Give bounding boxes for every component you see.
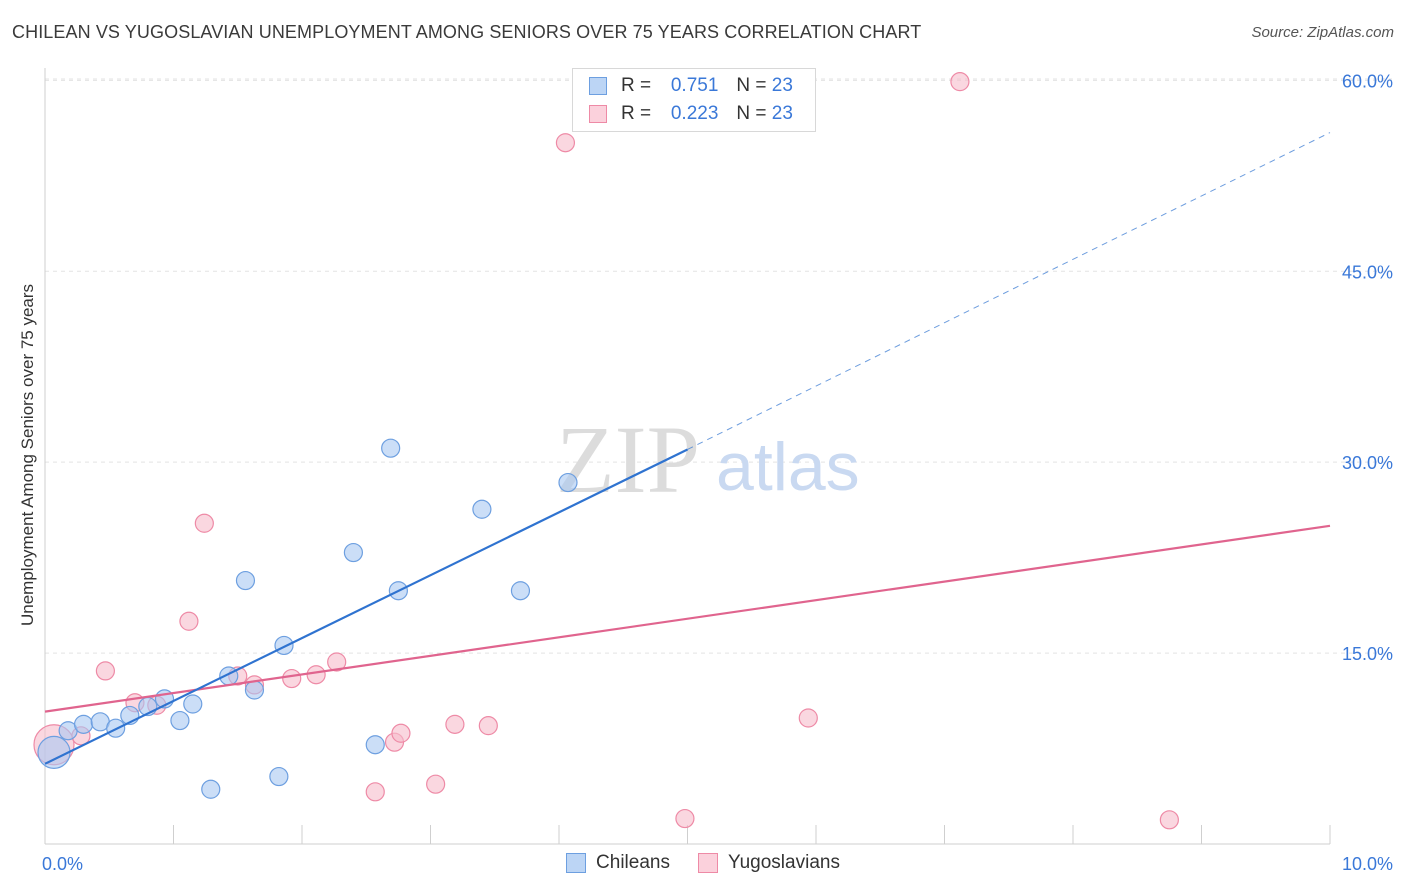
chileans-point: [244, 680, 265, 700]
y-tick-label: 60.0%: [1342, 71, 1393, 91]
n-value: 23: [771, 103, 793, 124]
yugoslavians-point: [555, 133, 576, 153]
watermark-atlas: atlas: [716, 429, 860, 505]
r-value: 0.223: [670, 103, 719, 124]
legend-item-chileans[interactable]: Chileans: [566, 852, 670, 874]
x-tick-labels: 0.0% 10.0%: [42, 854, 1393, 874]
yugoslavians-point: [478, 716, 498, 736]
yugoslavians-point: [1159, 810, 1179, 830]
legend: Chileans Yugoslavians: [0, 852, 1406, 874]
y-tick-label: 15.0%: [1342, 644, 1393, 664]
chileans-point: [201, 779, 221, 799]
chileans-point: [37, 735, 71, 769]
chileans-point: [365, 735, 385, 755]
source-label: Source: ZipAtlas.com: [1251, 24, 1394, 41]
y-tick-label: 30.0%: [1342, 453, 1393, 473]
legend-item-yugoslavians[interactable]: Yugoslavians: [697, 852, 840, 874]
x-axis-ticks: [173, 825, 1331, 844]
yugoslavians-trend-line: [44, 524, 1331, 713]
yugoslavians-legend-swatch: [697, 853, 718, 873]
chileans-point: [343, 542, 363, 563]
yugoslavians-point: [327, 652, 347, 672]
yugoslavians-point: [194, 513, 214, 533]
yugoslavians-point: [391, 723, 411, 743]
yugoslavians-point: [179, 611, 199, 631]
yugoslavians-point: [798, 708, 818, 728]
chart-title: CHILEAN VS YUGOSLAVIAN UNEMPLOYMENT AMON…: [12, 22, 922, 42]
chileans-point: [183, 694, 203, 714]
chileans-point: [274, 635, 294, 656]
yugoslavians-point: [282, 668, 302, 689]
chileans-point: [170, 710, 190, 731]
x-tick-label: 10.0%: [1342, 854, 1393, 874]
gridlines: [45, 78, 1392, 654]
y-tick-label: 45.0%: [1342, 262, 1393, 282]
yugoslavians-point: [306, 665, 326, 685]
y-tick-labels: 15.0% 30.0% 45.0% 60.0%: [1342, 71, 1393, 664]
stats-row-yugoslavians: R = 0.223 N = 23: [589, 102, 793, 126]
yugoslavians-point: [445, 714, 465, 734]
trend-lines: [44, 132, 1331, 765]
chileans-point: [472, 499, 492, 519]
x-tick-label: 0.0%: [42, 854, 83, 874]
chileans-swatch: [589, 77, 607, 95]
chileans-point: [235, 570, 256, 591]
yugoslavians-point: [426, 774, 446, 794]
yugoslavians-point: [675, 808, 695, 829]
yugoslavians-point: [365, 782, 385, 802]
stats-row-chileans: R = 0.751 N = 23: [589, 74, 793, 98]
chileans-trend-extension: [687, 132, 1331, 450]
r-value: 0.751: [670, 75, 719, 96]
legend-label-chileans: Chileans: [596, 852, 670, 873]
chileans-point: [73, 714, 94, 734]
chileans-trend-line: [44, 448, 688, 765]
chileans-legend-swatch: [566, 853, 587, 873]
chileans-points: [37, 438, 578, 799]
yugoslavians-point: [95, 661, 115, 681]
yugoslavians-swatch: [589, 105, 607, 123]
chileans-point: [269, 766, 289, 787]
chileans-point: [381, 438, 401, 458]
legend-label-yugoslavians: Yugoslavians: [727, 852, 840, 873]
watermark-zip: ZIP: [556, 406, 700, 513]
r-label: R =: [621, 103, 652, 124]
chileans-point: [558, 472, 578, 493]
yugoslavians-point: [950, 72, 970, 92]
n-label: N =: [736, 103, 767, 124]
chileans-point: [510, 581, 531, 601]
n-label: N =: [736, 75, 767, 96]
n-value: 23: [771, 75, 793, 96]
stats-box: R = 0.751 N = 23 R = 0.223 N = 23: [572, 68, 816, 132]
y-axis-label: Unemployment Among Seniors over 75 years: [18, 283, 37, 627]
r-label: R =: [621, 75, 652, 96]
